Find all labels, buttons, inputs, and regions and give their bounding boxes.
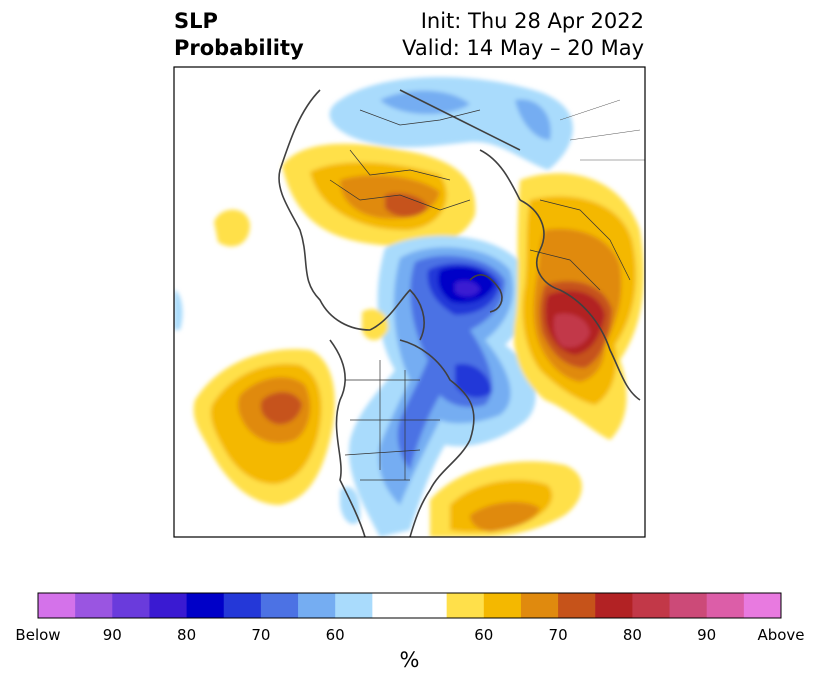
colorbar-tick-label: 60 — [474, 626, 494, 644]
colorbar-swatch — [669, 593, 708, 618]
colorbar-swatch — [632, 593, 671, 618]
colorbar-swatch — [483, 593, 522, 618]
map-graticule — [559, 99, 645, 161]
map-frame — [173, 66, 646, 538]
colorbar-swatch — [38, 593, 76, 618]
colorbar-swatch — [743, 593, 782, 618]
colorbar-swatch — [595, 593, 633, 618]
colorbar-swatch — [112, 593, 150, 618]
colorbar — [38, 593, 782, 618]
colorbar-swatch — [706, 593, 745, 618]
colorbar-swatch — [149, 593, 188, 618]
colorbar-swatch — [558, 593, 596, 618]
colorbar-swatch — [186, 593, 225, 618]
colorbar-unit: % — [399, 648, 420, 672]
colorbar-labels: Below 90 80 70 60 60 70 80 90 Above — [0, 626, 819, 648]
title-init-date: Init: Thu 28 Apr 2022 — [420, 9, 644, 33]
colorbar-tick-label: 70 — [548, 626, 568, 644]
colorbar-swatch — [372, 593, 410, 618]
colorbar-tick-label: 60 — [325, 626, 345, 644]
colorbar-tick-label: 90 — [697, 626, 717, 644]
colorbar-swatch — [75, 593, 113, 618]
probability-field — [174, 67, 645, 537]
colorbar-tick-label: 70 — [251, 626, 271, 644]
colorbar-swatch — [223, 593, 262, 618]
colorbar-swatch — [446, 593, 485, 618]
colorbar-swatch — [520, 593, 559, 618]
title-slp: SLP — [174, 9, 218, 33]
colorbar-tick-label: 80 — [622, 626, 642, 644]
map-title-right: Init: Thu 28 Apr 2022 Valid: 14 May – 20… — [402, 8, 644, 62]
colorbar-swatch — [260, 593, 299, 618]
coastlines — [278, 89, 641, 537]
colorbar-tick-label: Below — [15, 626, 61, 644]
colorbar-tick-label: Above — [757, 626, 805, 644]
country-borders — [329, 109, 631, 481]
title-valid-range: Valid: 14 May – 20 May — [402, 36, 644, 60]
colorbar-tick-label: 80 — [177, 626, 197, 644]
colorbar-swatch — [298, 593, 336, 618]
colorbar-swatch — [335, 593, 373, 618]
map-title-left: SLP Probability — [174, 8, 304, 62]
colorbar-swatch — [409, 593, 448, 618]
colorbar-tick-label: 90 — [102, 626, 122, 644]
title-probability: Probability — [174, 36, 304, 60]
colorbar-frame — [37, 592, 782, 619]
